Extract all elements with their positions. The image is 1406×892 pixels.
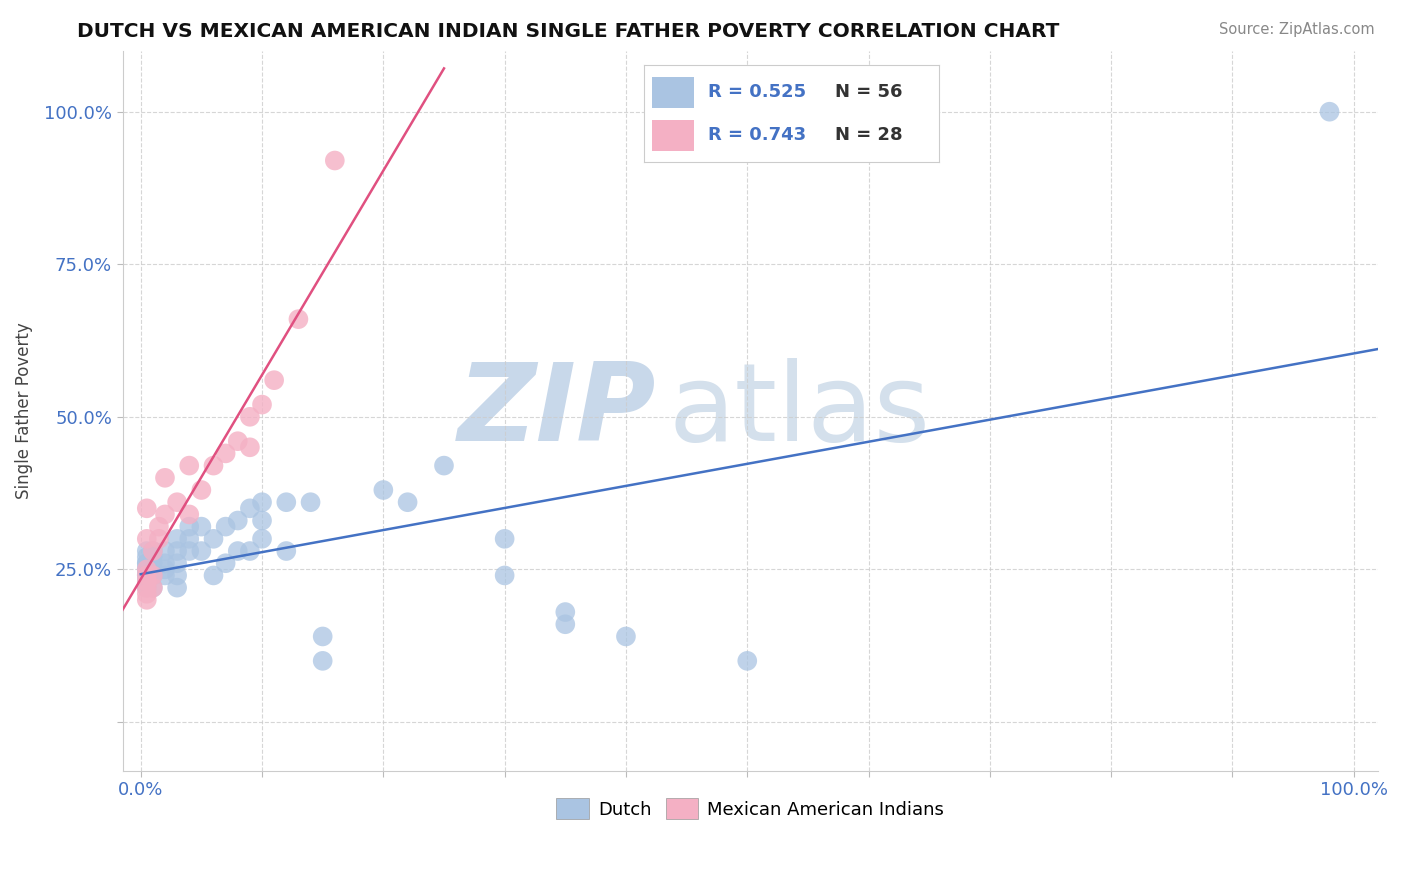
Point bbox=[554, 605, 576, 619]
Point bbox=[494, 568, 516, 582]
Point bbox=[179, 544, 201, 558]
Point bbox=[239, 501, 262, 516]
Point bbox=[166, 568, 188, 582]
Point bbox=[396, 495, 419, 509]
Point bbox=[153, 562, 176, 576]
Point bbox=[179, 458, 201, 473]
Point bbox=[735, 654, 758, 668]
Point bbox=[135, 574, 157, 589]
Point bbox=[250, 495, 273, 509]
Point bbox=[135, 568, 157, 582]
Point bbox=[614, 630, 637, 644]
Point bbox=[142, 544, 165, 558]
Point bbox=[312, 654, 335, 668]
Point bbox=[554, 617, 576, 632]
Point bbox=[179, 519, 201, 533]
Point bbox=[202, 532, 225, 546]
Point bbox=[135, 544, 157, 558]
Point bbox=[135, 562, 157, 576]
Point bbox=[135, 592, 157, 607]
Point bbox=[135, 587, 157, 601]
Text: atlas: atlas bbox=[669, 358, 931, 464]
Point bbox=[142, 556, 165, 570]
Point bbox=[239, 409, 262, 424]
Point bbox=[373, 483, 395, 497]
Point bbox=[179, 532, 201, 546]
Point bbox=[135, 532, 157, 546]
Point bbox=[135, 568, 157, 582]
Point bbox=[263, 373, 285, 387]
Point bbox=[226, 544, 249, 558]
Point bbox=[239, 544, 262, 558]
Point bbox=[226, 434, 249, 449]
Point bbox=[153, 556, 176, 570]
Point bbox=[1319, 104, 1341, 119]
Point bbox=[135, 501, 157, 516]
Point bbox=[135, 562, 157, 576]
Point bbox=[153, 568, 176, 582]
Point bbox=[135, 574, 157, 589]
Point bbox=[287, 312, 309, 326]
Text: Source: ZipAtlas.com: Source: ZipAtlas.com bbox=[1219, 22, 1375, 37]
Point bbox=[135, 581, 157, 595]
Point bbox=[135, 556, 157, 570]
Point bbox=[250, 514, 273, 528]
Point bbox=[190, 519, 212, 533]
Point bbox=[142, 562, 165, 576]
Point bbox=[299, 495, 322, 509]
Point bbox=[148, 532, 170, 546]
Point bbox=[142, 581, 165, 595]
Point bbox=[166, 581, 188, 595]
Point bbox=[276, 544, 298, 558]
Point bbox=[323, 153, 346, 168]
Point bbox=[142, 581, 165, 595]
Point bbox=[179, 508, 201, 522]
Point bbox=[135, 581, 157, 595]
Point bbox=[153, 471, 176, 485]
Point bbox=[166, 544, 188, 558]
Point bbox=[153, 508, 176, 522]
Point bbox=[214, 446, 236, 460]
Text: ZIP: ZIP bbox=[458, 358, 657, 464]
Point bbox=[153, 544, 176, 558]
Text: DUTCH VS MEXICAN AMERICAN INDIAN SINGLE FATHER POVERTY CORRELATION CHART: DUTCH VS MEXICAN AMERICAN INDIAN SINGLE … bbox=[77, 22, 1060, 41]
Point bbox=[135, 562, 157, 576]
Point bbox=[226, 514, 249, 528]
Point bbox=[250, 398, 273, 412]
Legend: Dutch, Mexican American Indians: Dutch, Mexican American Indians bbox=[550, 791, 952, 827]
Point bbox=[239, 440, 262, 454]
Point bbox=[135, 550, 157, 565]
Point bbox=[202, 458, 225, 473]
Point bbox=[433, 458, 456, 473]
Point bbox=[190, 483, 212, 497]
Point bbox=[148, 519, 170, 533]
Point bbox=[142, 544, 165, 558]
Point bbox=[166, 495, 188, 509]
Point bbox=[250, 532, 273, 546]
Point bbox=[312, 630, 335, 644]
Point bbox=[142, 568, 165, 582]
Point bbox=[202, 568, 225, 582]
Point bbox=[135, 568, 157, 582]
Point bbox=[214, 519, 236, 533]
Point bbox=[142, 568, 165, 582]
Point bbox=[142, 550, 165, 565]
Point bbox=[190, 544, 212, 558]
Point bbox=[166, 532, 188, 546]
Y-axis label: Single Father Poverty: Single Father Poverty bbox=[15, 322, 32, 499]
Point bbox=[214, 556, 236, 570]
Point bbox=[135, 556, 157, 570]
Point bbox=[494, 532, 516, 546]
Point bbox=[166, 556, 188, 570]
Point bbox=[276, 495, 298, 509]
